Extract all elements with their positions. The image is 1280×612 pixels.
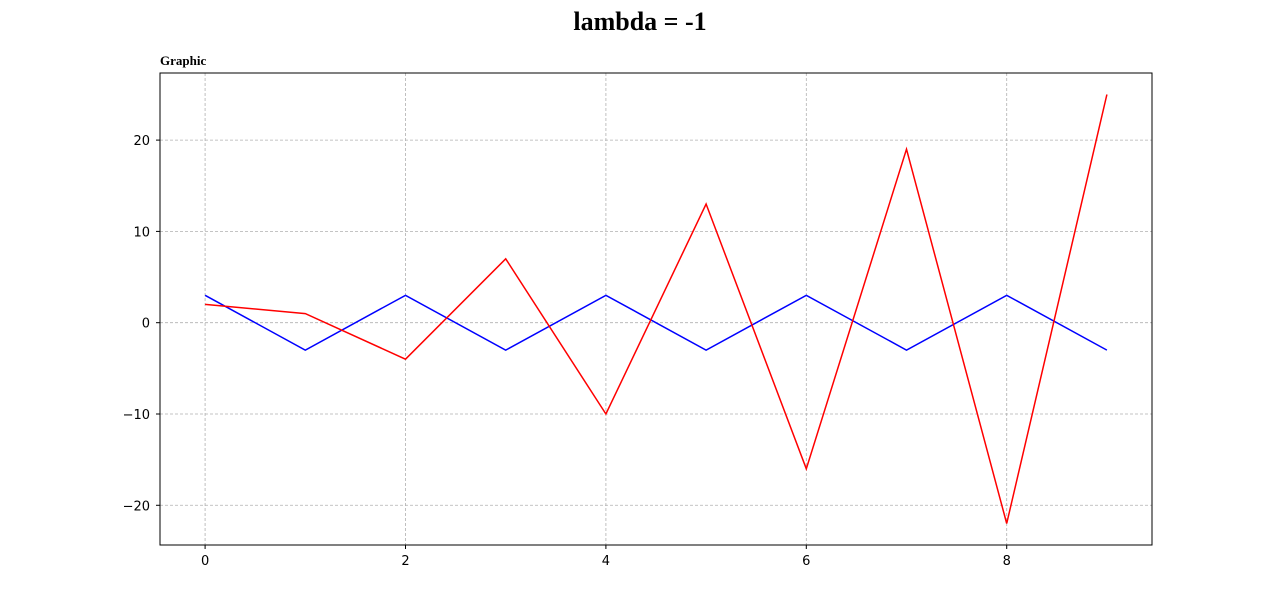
y-tick-label: −10 <box>123 408 150 423</box>
series-line-1 <box>204 294 1108 351</box>
series-layer <box>204 94 1108 524</box>
y-tick-label: 0 <box>142 317 150 332</box>
axes-frame <box>159 72 1153 546</box>
plot-area: 0 2 4 6 8 −20 −10 0 10 20 <box>123 72 1153 569</box>
y-tick-label: 20 <box>133 134 150 149</box>
x-tick-label: 8 <box>1003 554 1011 569</box>
tick-layer: 0 2 4 6 8 −20 −10 0 10 20 <box>123 134 1011 569</box>
x-tick-label: 0 <box>201 554 209 569</box>
x-tick-label: 2 <box>401 554 409 569</box>
figure-suptitle: lambda = -1 <box>573 7 706 36</box>
y-tick-label: −20 <box>123 499 150 514</box>
series-line-2 <box>205 94 1108 524</box>
x-tick-label: 4 <box>602 554 610 569</box>
axes-title: Graphic <box>160 53 206 68</box>
x-tick-label: 6 <box>802 554 810 569</box>
y-tick-label: 10 <box>133 225 150 240</box>
